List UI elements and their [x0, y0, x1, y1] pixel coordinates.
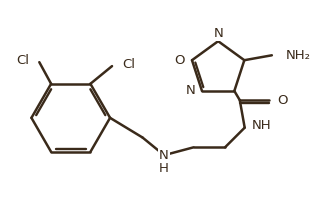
Text: O: O [175, 54, 185, 67]
Text: Cl: Cl [122, 58, 135, 71]
Text: NH: NH [252, 119, 271, 132]
Text: N: N [185, 84, 195, 97]
Text: H: H [159, 163, 169, 175]
Text: N: N [213, 27, 223, 40]
Text: N: N [159, 149, 169, 162]
Text: Cl: Cl [16, 54, 30, 67]
Text: O: O [277, 94, 288, 107]
Text: NH₂: NH₂ [286, 49, 311, 62]
